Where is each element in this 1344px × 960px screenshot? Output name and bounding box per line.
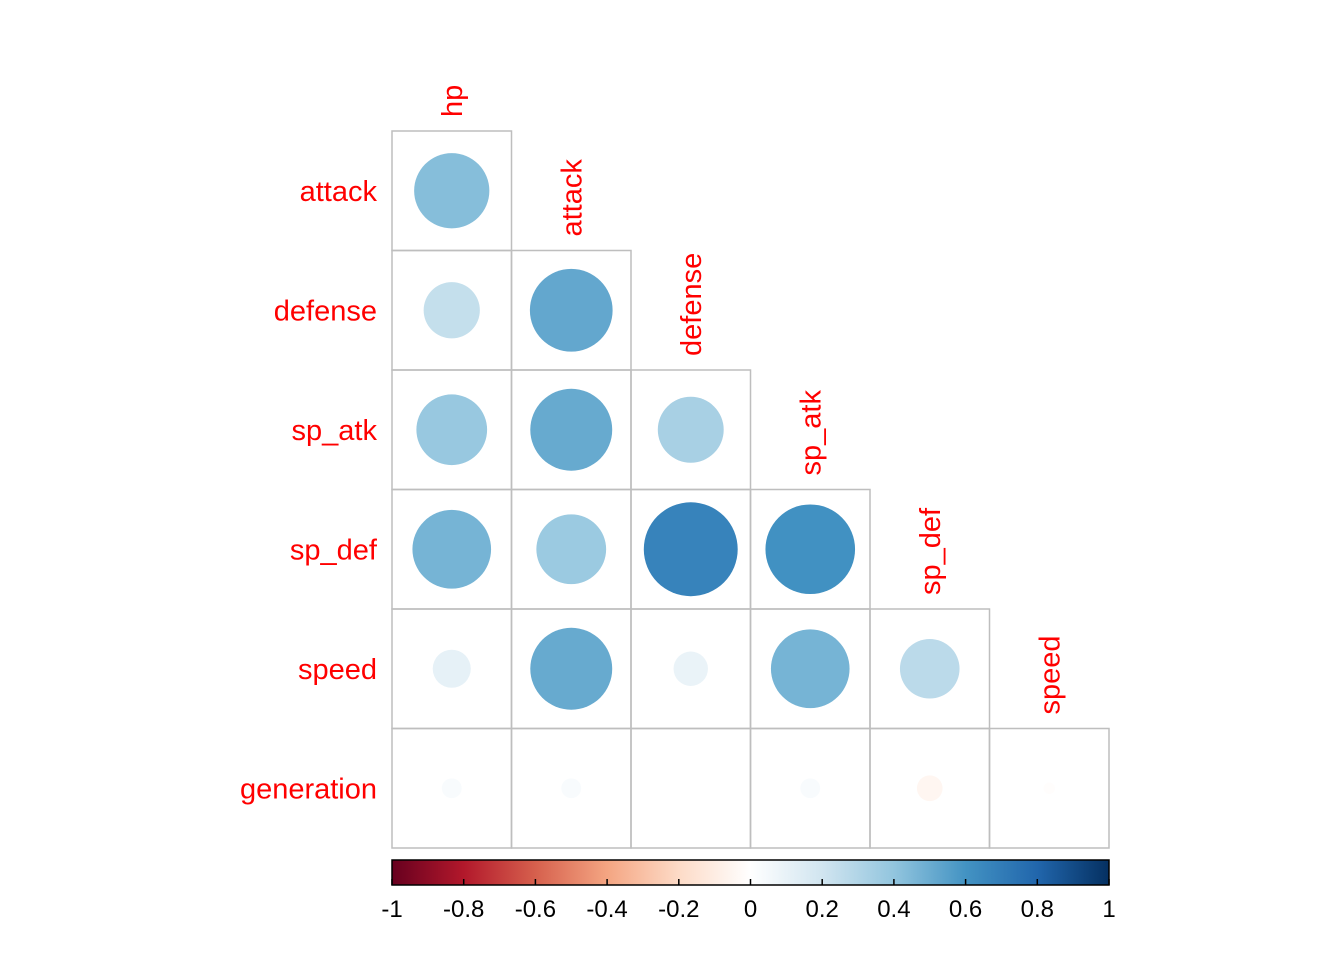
circle-sp-atk-defense	[657, 396, 724, 463]
colorbar-tick-label: 0.6	[949, 896, 982, 923]
circle-speed-defense	[673, 651, 708, 686]
circle-defense-attack	[529, 268, 613, 352]
circle-sp-def-sp-atk	[765, 504, 856, 595]
circle-sp-def-defense	[643, 502, 738, 597]
circle-defense-hp	[423, 282, 480, 339]
circle-speed-sp-def	[899, 638, 960, 699]
colorbar-tick-label: -0.4	[586, 896, 627, 923]
circle-attack-hp	[414, 153, 490, 229]
colorbar-tick-label: 0.8	[1021, 896, 1054, 923]
colorbar-tick-label: -1	[381, 896, 402, 923]
circle-generation-sp-def	[916, 775, 943, 802]
circle-speed-attack	[530, 627, 613, 710]
circle-generation-attack	[561, 778, 582, 799]
circle-generation-sp-atk	[800, 778, 821, 799]
circle-speed-hp	[432, 649, 471, 688]
cell-generation-speed	[988, 727, 1110, 849]
row-label-attack: attack	[300, 176, 378, 208]
colorbar-tick-label: -0.2	[658, 896, 699, 923]
circle-sp-atk-attack	[530, 388, 613, 471]
colorbar-tick-label: -0.6	[515, 896, 556, 923]
col-label-hp: hp	[437, 85, 469, 117]
circle-sp-def-attack	[536, 514, 607, 585]
row-label-generation: generation	[240, 773, 377, 805]
cell-generation-defense	[630, 727, 752, 849]
circle-sp-def-hp	[412, 509, 492, 589]
col-label-speed: speed	[1034, 635, 1066, 714]
row-label-sp-atk: sp_atk	[292, 415, 378, 447]
circle-speed-sp-atk	[770, 629, 850, 709]
row-label-speed: speed	[298, 654, 377, 686]
row-label-sp-def: sp_def	[290, 534, 378, 566]
colorbar: -1 -0.8 -0.6 -0.4 -0.2 0 0.2 0.4 0.6 0.8 1	[381, 859, 1116, 923]
colorbar-tick-label: 0.4	[877, 896, 910, 923]
grid-cells	[391, 130, 1110, 849]
circle-generation-speed	[1043, 782, 1055, 794]
colorbar-tick-label: 1	[1102, 896, 1115, 923]
col-label-sp-def: sp_def	[915, 507, 947, 595]
colorbar-tick-label: -0.8	[443, 896, 484, 923]
colorbar-tick-label: 0.2	[806, 896, 839, 923]
col-label-attack: attack	[556, 159, 588, 237]
circle-generation-hp	[441, 778, 462, 799]
correlation-circles	[412, 153, 1055, 802]
col-label-defense: defense	[676, 253, 708, 356]
col-label-sp-atk: sp_atk	[795, 390, 827, 476]
colorbar-tick-label: 0	[744, 896, 757, 923]
circle-sp-atk-hp	[416, 394, 488, 466]
row-label-defense: defense	[274, 295, 377, 327]
